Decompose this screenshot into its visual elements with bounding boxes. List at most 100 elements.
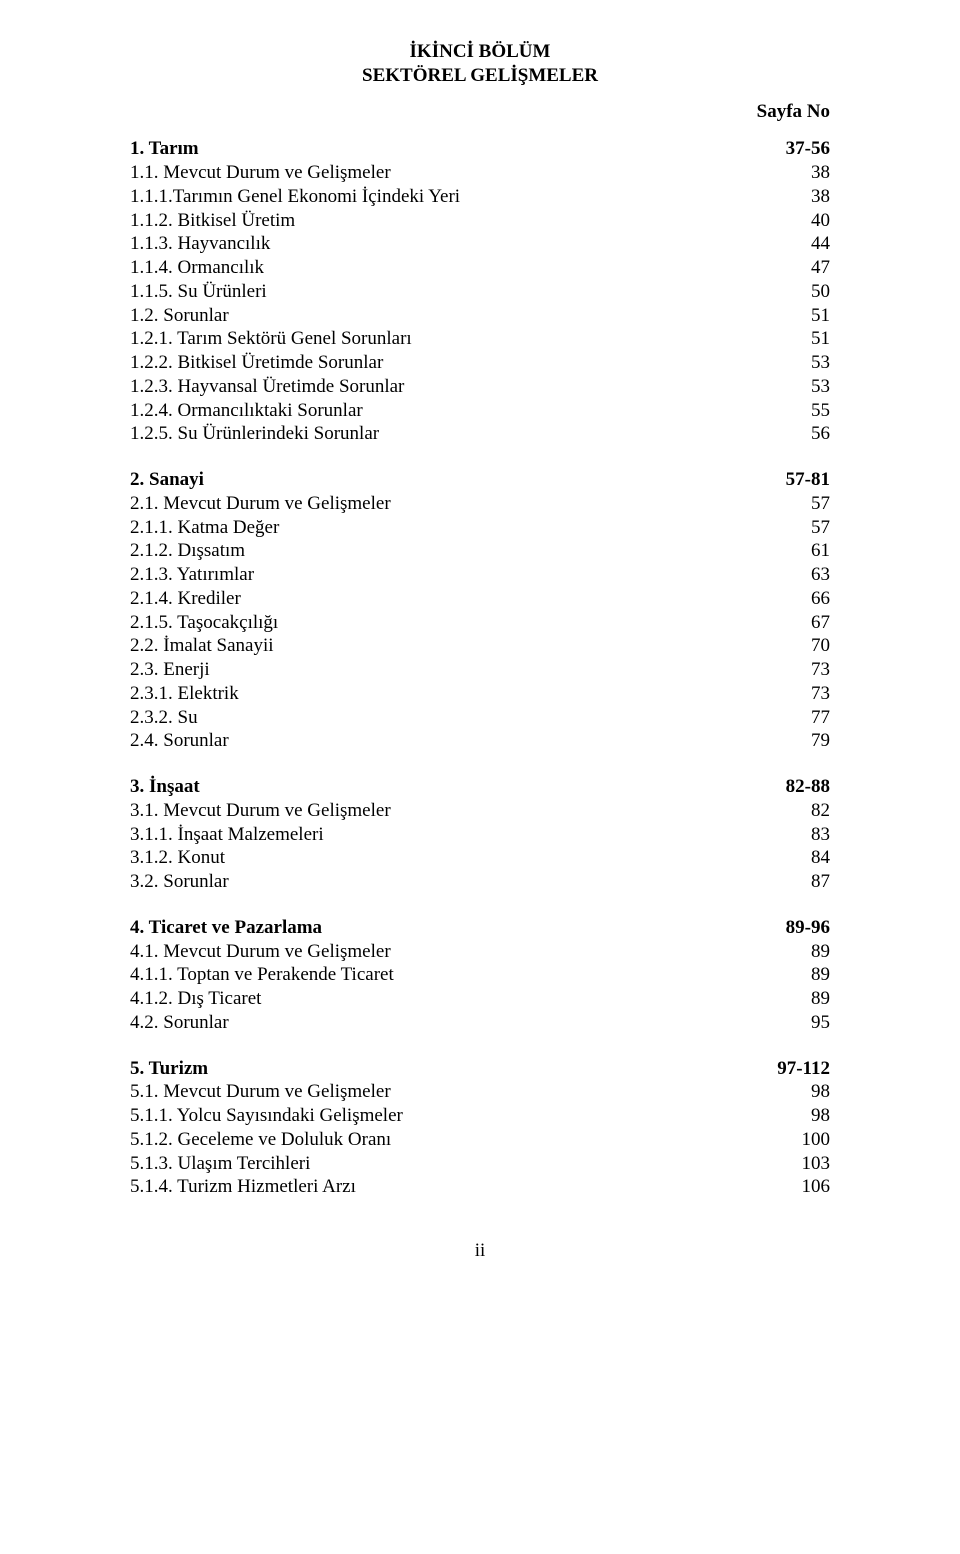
toc-heading-page: 57-81 (770, 468, 830, 492)
toc-heading-page: 82-88 (770, 775, 830, 799)
toc-row: 5.1.3. Ulaşım Tercihleri103 (130, 1152, 830, 1176)
title-block: İKİNCİ BÖLÜM SEKTÖREL GELİŞMELER (130, 40, 830, 88)
toc-item-page: 55 (770, 399, 830, 423)
toc-item-page: 106 (770, 1175, 830, 1199)
toc-heading-page: 37-56 (770, 137, 830, 161)
toc-item-page: 70 (770, 634, 830, 658)
toc-heading-label: 4. Ticaret ve Pazarlama (130, 916, 770, 940)
toc-item-label: 4.1.1. Toptan ve Perakende Ticaret (130, 963, 770, 987)
toc-item-page: 47 (770, 256, 830, 280)
toc-item-label: 5.1. Mevcut Durum ve Gelişmeler (130, 1080, 770, 1104)
toc-section: 1. Tarım37-561.1. Mevcut Durum ve Gelişm… (130, 137, 830, 446)
toc-heading-label: 2. Sanayi (130, 468, 770, 492)
page-number-header: Sayfa No (130, 100, 830, 124)
toc-item-label: 1.2.2. Bitkisel Üretimde Sorunlar (130, 351, 770, 375)
toc-item-page: 50 (770, 280, 830, 304)
toc-row: 2.1.1. Katma Değer57 (130, 516, 830, 540)
toc-row: 1.1.2. Bitkisel Üretim40 (130, 209, 830, 233)
toc-item-page: 38 (770, 161, 830, 185)
toc-row: 1.2.3. Hayvansal Üretimde Sorunlar53 (130, 375, 830, 399)
toc-row: 2.3.1. Elektrik73 (130, 682, 830, 706)
toc-item-page: 89 (770, 963, 830, 987)
toc-item-label: 1.1.1.Tarımın Genel Ekonomi İçindeki Yer… (130, 185, 770, 209)
toc-item-label: 1.2. Sorunlar (130, 304, 770, 328)
toc-item-label: 1.1.5. Su Ürünleri (130, 280, 770, 304)
toc-item-label: 2.3. Enerji (130, 658, 770, 682)
toc-item-label: 2.3.2. Su (130, 706, 770, 730)
toc-row: 1.1.3. Hayvancılık44 (130, 232, 830, 256)
footer-page-number: ii (130, 1239, 830, 1263)
toc-row: 2.4. Sorunlar79 (130, 729, 830, 753)
toc-item-page: 83 (770, 823, 830, 847)
toc-item-page: 100 (770, 1128, 830, 1152)
toc-item-label: 2.1.1. Katma Değer (130, 516, 770, 540)
toc-item-label: 5.1.3. Ulaşım Tercihleri (130, 1152, 770, 1176)
toc-row: 4.2. Sorunlar95 (130, 1011, 830, 1035)
toc-heading-row: 1. Tarım37-56 (130, 137, 830, 161)
toc-item-label: 2.1.5. Taşocakçılığı (130, 611, 770, 635)
toc-heading-row: 5. Turizm97-112 (130, 1057, 830, 1081)
toc-item-label: 1.2.4. Ormancılıktaki Sorunlar (130, 399, 770, 423)
toc-row: 4.1. Mevcut Durum ve Gelişmeler89 (130, 940, 830, 964)
toc-row: 3.1.1. İnşaat Malzemeleri83 (130, 823, 830, 847)
toc-section: 2. Sanayi57-812.1. Mevcut Durum ve Geliş… (130, 468, 830, 753)
toc-item-label: 2.2. İmalat Sanayii (130, 634, 770, 658)
toc-item-page: 44 (770, 232, 830, 256)
toc-item-page: 82 (770, 799, 830, 823)
toc-item-page: 98 (770, 1104, 830, 1128)
toc-item-page: 51 (770, 304, 830, 328)
toc-row: 1.2.1. Tarım Sektörü Genel Sorunları51 (130, 327, 830, 351)
toc-item-page: 63 (770, 563, 830, 587)
toc-item-page: 89 (770, 940, 830, 964)
toc-row: 5.1.1. Yolcu Sayısındaki Gelişmeler98 (130, 1104, 830, 1128)
toc-item-label: 3.1.2. Konut (130, 846, 770, 870)
toc-item-label: 1.2.5. Su Ürünlerindeki Sorunlar (130, 422, 770, 446)
toc-row: 1.2.4. Ormancılıktaki Sorunlar55 (130, 399, 830, 423)
toc-heading-page: 97-112 (770, 1057, 830, 1081)
toc-row: 1.2. Sorunlar51 (130, 304, 830, 328)
toc-item-label: 2.4. Sorunlar (130, 729, 770, 753)
toc-item-page: 61 (770, 539, 830, 563)
toc-item-page: 56 (770, 422, 830, 446)
toc-row: 2.1.4. Krediler66 (130, 587, 830, 611)
toc-row: 5.1.4. Turizm Hizmetleri Arzı106 (130, 1175, 830, 1199)
toc-row: 5.1.2. Geceleme ve Doluluk Oranı100 (130, 1128, 830, 1152)
title-line-2: SEKTÖREL GELİŞMELER (130, 64, 830, 88)
toc-heading-label: 3. İnşaat (130, 775, 770, 799)
toc-item-label: 1.1.3. Hayvancılık (130, 232, 770, 256)
toc-item-label: 2.1.3. Yatırımlar (130, 563, 770, 587)
toc-row: 1.1.1.Tarımın Genel Ekonomi İçindeki Yer… (130, 185, 830, 209)
toc-section: 5. Turizm97-1125.1. Mevcut Durum ve Geli… (130, 1057, 830, 1200)
toc-item-page: 73 (770, 658, 830, 682)
toc-section: 3. İnşaat82-883.1. Mevcut Durum ve Geliş… (130, 775, 830, 894)
toc-item-label: 1.1.4. Ormancılık (130, 256, 770, 280)
toc-item-label: 5.1.1. Yolcu Sayısındaki Gelişmeler (130, 1104, 770, 1128)
toc-item-label: 1.1. Mevcut Durum ve Gelişmeler (130, 161, 770, 185)
toc-item-page: 53 (770, 375, 830, 399)
toc-item-page: 84 (770, 846, 830, 870)
toc-item-page: 95 (770, 1011, 830, 1035)
toc-row: 2.1.5. Taşocakçılığı67 (130, 611, 830, 635)
toc-row: 3.1.2. Konut84 (130, 846, 830, 870)
toc-row: 3.1. Mevcut Durum ve Gelişmeler82 (130, 799, 830, 823)
toc-item-label: 2.1.4. Krediler (130, 587, 770, 611)
toc-section: 4. Ticaret ve Pazarlama89-964.1. Mevcut … (130, 916, 830, 1035)
toc-row: 1.2.2. Bitkisel Üretimde Sorunlar53 (130, 351, 830, 375)
toc-row: 4.1.2. Dış Ticaret89 (130, 987, 830, 1011)
toc-row: 1.1.5. Su Ürünleri50 (130, 280, 830, 304)
toc-item-page: 51 (770, 327, 830, 351)
toc-heading-page: 89-96 (770, 916, 830, 940)
toc-item-page: 73 (770, 682, 830, 706)
toc-item-label: 2.3.1. Elektrik (130, 682, 770, 706)
toc-item-label: 5.1.2. Geceleme ve Doluluk Oranı (130, 1128, 770, 1152)
toc-item-label: 3.2. Sorunlar (130, 870, 770, 894)
toc-item-label: 4.1.2. Dış Ticaret (130, 987, 770, 1011)
toc-item-page: 57 (770, 492, 830, 516)
toc-item-label: 3.1.1. İnşaat Malzemeleri (130, 823, 770, 847)
toc-heading-row: 4. Ticaret ve Pazarlama89-96 (130, 916, 830, 940)
toc-item-page: 40 (770, 209, 830, 233)
toc-item-page: 66 (770, 587, 830, 611)
toc-row: 4.1.1. Toptan ve Perakende Ticaret89 (130, 963, 830, 987)
toc-row: 1.1. Mevcut Durum ve Gelişmeler38 (130, 161, 830, 185)
toc-row: 2.3.2. Su77 (130, 706, 830, 730)
